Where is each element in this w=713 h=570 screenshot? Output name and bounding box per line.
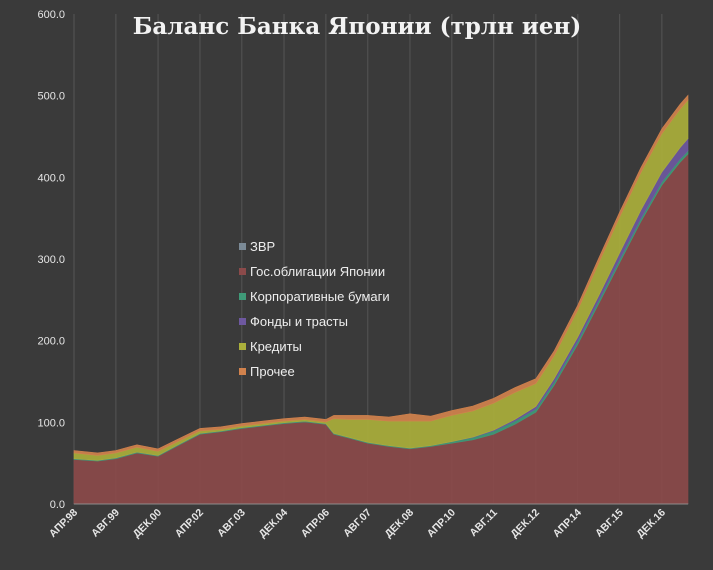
x-tick-label: АПР.02	[173, 507, 206, 540]
x-tick-label: ДЕК.12	[508, 507, 542, 541]
x-tick-label: АПР.14	[551, 507, 584, 540]
legend-label: Кредиты	[250, 339, 302, 354]
legend-swatch	[239, 293, 246, 300]
y-tick-label: 0.0	[50, 499, 65, 511]
x-tick-label: АПР.98	[47, 507, 80, 540]
x-axis-ticks: АПР.98 АВГ.99 ДЕК.00 АПР.02 АВГ.03 ДЕК.04 АПР.…	[47, 507, 668, 541]
y-axis-ticks: 0.0 100.0 200.0 300.0 400.0 500.0 600.0	[37, 9, 65, 511]
x-tick-label: ДЕК.16	[634, 507, 668, 541]
y-tick-label: 500.0	[37, 91, 65, 103]
chart-title: Баланс Банка Японии (трлн иен)	[133, 13, 582, 40]
legend-label: Фонды и трасты	[250, 314, 348, 329]
y-tick-label: 200.0	[37, 336, 65, 348]
y-tick-label: 600.0	[37, 9, 65, 21]
y-tick-label: 400.0	[37, 172, 65, 184]
x-tick-label: АВГ.07	[341, 507, 374, 540]
legend-label: Прочее	[250, 364, 295, 379]
legend-swatch	[239, 343, 246, 350]
legend-label: Корпоративные бумаги	[250, 289, 390, 304]
x-tick-label: АПР.06	[299, 507, 332, 540]
x-tick-label: АПР.10	[425, 507, 458, 540]
y-tick-label: 300.0	[37, 254, 65, 266]
x-tick-label: ДЕК.08	[383, 507, 417, 541]
legend-swatch	[239, 318, 246, 325]
x-tick-label: ДЕК.00	[131, 507, 165, 541]
x-tick-label: АВГ.11	[467, 507, 500, 540]
x-tick-label: АВГ.03	[215, 507, 248, 540]
area-series-5	[73, 94, 689, 456]
legend-label: ЗВР	[250, 239, 275, 254]
x-tick-label: АВГ.15	[593, 507, 626, 540]
legend-swatch	[239, 243, 246, 250]
legend-swatch	[239, 268, 246, 275]
legend: ЗВР Гос.облигации Японии Корпоративные бум…	[239, 239, 390, 379]
legend-swatch	[239, 368, 246, 375]
x-tick-label: АВГ.99	[89, 507, 122, 540]
legend-label: Гос.облигации Японии	[250, 264, 385, 279]
x-tick-label: ДЕК.04	[257, 507, 291, 541]
y-tick-label: 100.0	[37, 417, 65, 429]
